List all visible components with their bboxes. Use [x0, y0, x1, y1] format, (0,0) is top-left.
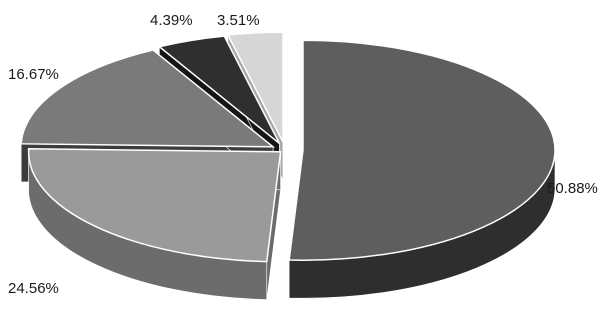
pie-slice-4: [226, 31, 284, 143]
slice-label-2: 16.67%: [8, 66, 59, 83]
pie-slice-1: [27, 148, 282, 263]
pie-slice-0: [288, 39, 556, 261]
slice-label-0: 50.88%: [547, 180, 598, 197]
slice-label-3: 4.39%: [150, 12, 193, 29]
pie-slice-2: [20, 49, 276, 148]
pie-slice-3: [157, 35, 281, 145]
slice-label-1: 24.56%: [8, 280, 59, 297]
pie-tops: [20, 31, 556, 263]
slice-label-4: 3.51%: [217, 12, 260, 29]
